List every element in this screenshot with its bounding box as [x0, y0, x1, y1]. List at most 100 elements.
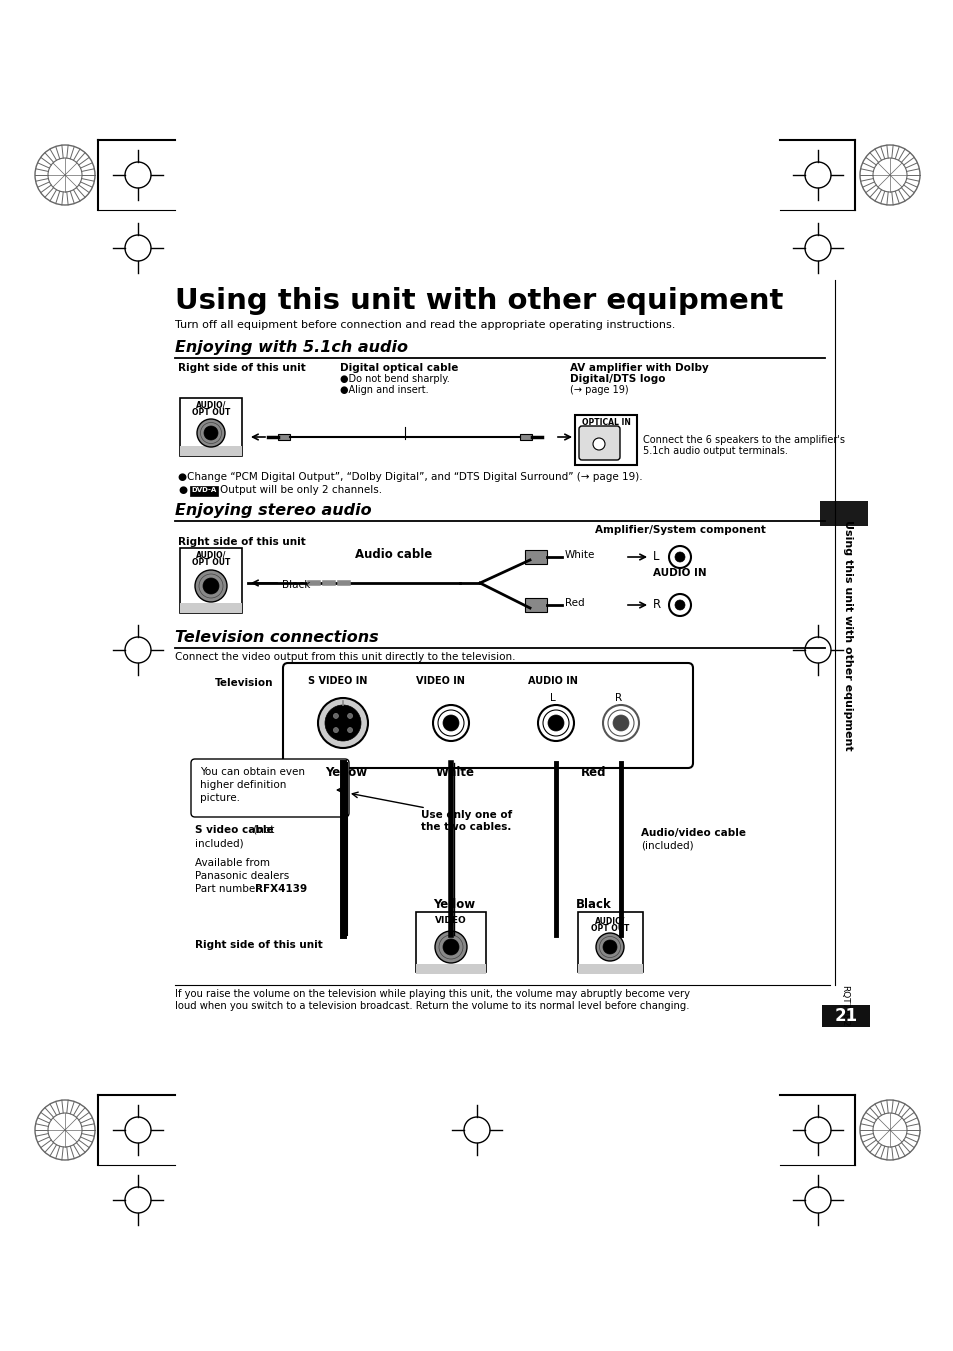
- Text: higher definition: higher definition: [200, 780, 286, 790]
- Circle shape: [194, 570, 227, 603]
- Circle shape: [442, 715, 458, 731]
- Bar: [180, 603, 242, 613]
- Text: Red: Red: [580, 766, 606, 780]
- Text: AUDIO/: AUDIO/: [195, 551, 226, 561]
- Circle shape: [442, 939, 458, 955]
- Text: AUDIO/: AUDIO/: [594, 916, 624, 925]
- Text: VIDEO IN: VIDEO IN: [416, 676, 464, 686]
- Text: Right side of this unit: Right side of this unit: [178, 363, 305, 373]
- FancyBboxPatch shape: [578, 912, 642, 971]
- Text: Digital/DTS logo: Digital/DTS logo: [569, 374, 665, 384]
- Circle shape: [196, 419, 225, 447]
- Circle shape: [334, 728, 338, 732]
- Text: Amplifier/System component: Amplifier/System component: [595, 526, 765, 535]
- Bar: [519, 434, 532, 440]
- Circle shape: [596, 934, 623, 961]
- Text: Enjoying stereo audio: Enjoying stereo audio: [174, 503, 372, 517]
- Text: the two cables.: the two cables.: [420, 821, 511, 832]
- Text: Using this unit with other equipment: Using this unit with other equipment: [174, 286, 782, 315]
- FancyBboxPatch shape: [180, 399, 242, 457]
- Bar: [416, 965, 485, 974]
- Text: (included): (included): [640, 842, 693, 851]
- Circle shape: [675, 553, 684, 562]
- Text: If you raise the volume on the television while playing this unit, the volume ma: If you raise the volume on the televisio…: [174, 989, 689, 1011]
- Text: Enjoying with 5.1ch audio: Enjoying with 5.1ch audio: [174, 340, 408, 355]
- Text: Right side of this unit: Right side of this unit: [194, 940, 322, 950]
- FancyBboxPatch shape: [416, 912, 485, 971]
- Circle shape: [675, 600, 684, 611]
- Text: ●Change “PCM Digital Output”, “Dolby Digital”, and “DTS Digital Surround” (→ pag: ●Change “PCM Digital Output”, “Dolby Dig…: [178, 471, 642, 482]
- FancyBboxPatch shape: [575, 415, 637, 465]
- Text: Black: Black: [576, 898, 611, 911]
- Bar: [190, 486, 218, 496]
- Text: Using this unit with other equipment: Using this unit with other equipment: [842, 520, 852, 750]
- Text: RFX4139: RFX4139: [254, 884, 307, 894]
- Circle shape: [435, 931, 467, 963]
- Text: AUDIO/: AUDIO/: [195, 401, 226, 409]
- Text: OPT OUT: OPT OUT: [590, 924, 629, 934]
- Text: (not: (not: [250, 825, 274, 835]
- Text: 21: 21: [834, 1006, 857, 1025]
- Bar: [524, 598, 546, 612]
- Text: RQT7482: RQT7482: [840, 985, 848, 1027]
- Circle shape: [204, 426, 218, 440]
- Circle shape: [347, 728, 353, 732]
- FancyBboxPatch shape: [283, 663, 692, 767]
- Text: You can obtain even: You can obtain even: [200, 767, 305, 777]
- Text: Use only one of: Use only one of: [420, 811, 512, 820]
- Text: Television: Television: [214, 678, 274, 688]
- Circle shape: [602, 940, 617, 954]
- Text: Audio cable: Audio cable: [355, 549, 432, 561]
- Text: Part number:: Part number:: [194, 884, 266, 894]
- Text: ●Align and insert.: ●Align and insert.: [339, 385, 428, 394]
- Text: OPT OUT: OPT OUT: [192, 558, 230, 567]
- Circle shape: [317, 698, 368, 748]
- Text: Output will be only 2 channels.: Output will be only 2 channels.: [220, 485, 382, 494]
- Bar: [821, 1005, 869, 1027]
- Text: OPT OUT: OPT OUT: [192, 408, 230, 417]
- Text: Yellow: Yellow: [325, 766, 367, 780]
- Text: L: L: [652, 550, 659, 563]
- Text: Right side of this unit: Right side of this unit: [178, 536, 305, 547]
- FancyBboxPatch shape: [191, 759, 349, 817]
- Text: (→ page 19): (→ page 19): [569, 385, 628, 394]
- Text: S VIDEO IN: S VIDEO IN: [308, 676, 367, 686]
- Circle shape: [593, 438, 604, 450]
- Text: Audio/video cable: Audio/video cable: [640, 828, 745, 838]
- Text: AUDIO IN: AUDIO IN: [652, 567, 706, 578]
- Circle shape: [613, 715, 628, 731]
- FancyBboxPatch shape: [180, 549, 242, 613]
- Text: ●: ●: [178, 485, 187, 494]
- Text: Yellow: Yellow: [433, 898, 475, 911]
- Text: VIDEO: VIDEO: [435, 916, 466, 925]
- Text: Connect the 6 speakers to the amplifier's: Connect the 6 speakers to the amplifier'…: [642, 435, 844, 444]
- Text: ●Do not bend sharply.: ●Do not bend sharply.: [339, 374, 449, 384]
- Text: White: White: [564, 550, 595, 561]
- Text: White: White: [436, 766, 475, 780]
- Bar: [820, 501, 867, 526]
- Circle shape: [325, 705, 360, 740]
- Bar: [277, 434, 290, 440]
- Text: Digital optical cable: Digital optical cable: [339, 363, 457, 373]
- Text: S video cable: S video cable: [194, 825, 274, 835]
- Text: picture.: picture.: [200, 793, 240, 802]
- Text: Panasonic dealers: Panasonic dealers: [194, 871, 289, 881]
- Text: AUDIO IN: AUDIO IN: [527, 676, 578, 686]
- Text: Red: Red: [564, 598, 584, 608]
- Text: Available from: Available from: [194, 858, 270, 867]
- Circle shape: [547, 715, 563, 731]
- Text: AV amplifier with Dolby: AV amplifier with Dolby: [569, 363, 708, 373]
- Text: R: R: [615, 693, 621, 703]
- Text: DVD-A: DVD-A: [192, 486, 216, 493]
- Bar: [578, 965, 642, 974]
- Text: Black: Black: [282, 580, 310, 590]
- Text: 5.1ch audio output terminals.: 5.1ch audio output terminals.: [642, 446, 787, 457]
- Text: Turn off all equipment before connection and read the appropriate operating inst: Turn off all equipment before connection…: [174, 320, 675, 330]
- Text: R: R: [652, 598, 660, 611]
- Circle shape: [347, 713, 353, 719]
- Circle shape: [203, 578, 219, 594]
- FancyBboxPatch shape: [578, 426, 619, 459]
- Circle shape: [334, 713, 338, 719]
- Text: Connect the video output from this unit directly to the television.: Connect the video output from this unit …: [174, 653, 515, 662]
- Bar: [180, 446, 242, 457]
